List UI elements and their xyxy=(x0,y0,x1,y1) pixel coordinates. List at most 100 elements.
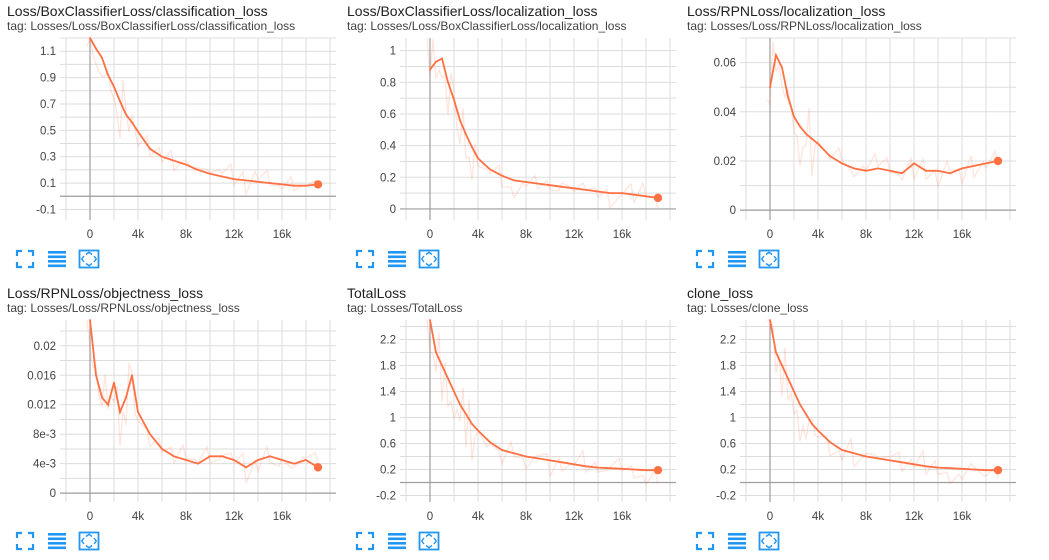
x-tick-label: 16k xyxy=(613,229,632,241)
fit-domain-button[interactable] xyxy=(418,248,440,270)
raw-series-line xyxy=(86,319,319,484)
line-chart[interactable]: 0 0.02 0.04 0.06 0 4k 8k 12k 16k xyxy=(680,36,1020,246)
chart-tag: tag: Losses/clone_loss xyxy=(687,301,809,315)
data-point xyxy=(453,390,455,393)
data-point xyxy=(805,413,807,416)
data-point xyxy=(441,364,443,367)
data-point xyxy=(107,403,109,406)
data-point xyxy=(853,167,855,170)
toggle-log-scale-button[interactable] xyxy=(386,530,408,552)
x-tick-label: 16k xyxy=(953,511,972,523)
data-point xyxy=(829,441,831,444)
data-point xyxy=(221,455,223,458)
fit-domain-button[interactable] xyxy=(78,248,100,270)
data-point xyxy=(233,459,235,461)
data-point xyxy=(769,319,771,321)
fit-domain-button[interactable] xyxy=(78,530,100,552)
data-point xyxy=(131,121,133,124)
raw-series-line xyxy=(767,319,999,485)
data-point xyxy=(209,455,211,458)
fullscreen-button[interactable] xyxy=(14,530,36,552)
fullscreen-icon xyxy=(14,530,36,552)
data-point xyxy=(197,462,199,465)
y-tick-label: 0.2 xyxy=(380,172,396,184)
data-point xyxy=(89,37,91,39)
fit-domain-button[interactable] xyxy=(758,248,780,270)
y-tick-label: 1.8 xyxy=(720,361,736,373)
chart-card-objectness-loss: Loss/RPNLoss/objectness_loss tag: Losses… xyxy=(0,282,340,560)
fit-domain-button[interactable] xyxy=(758,530,780,552)
chart-card-box-localization-loss: Loss/BoxClassifierLoss/localization_loss… xyxy=(340,0,680,278)
data-point xyxy=(799,403,801,406)
fullscreen-icon xyxy=(694,530,716,552)
line-chart[interactable]: 0 4e-3 8e-3 0.012 0.016 0.02 0 4k 8k 12k 16k xyxy=(0,318,340,528)
fullscreen-icon xyxy=(354,530,376,552)
chart-tag: tag: Losses/Loss/RPNLoss/objectness_loss xyxy=(7,301,240,315)
data-point xyxy=(489,168,491,171)
data-point xyxy=(913,463,915,466)
data-point xyxy=(961,467,963,470)
line-chart[interactable]: -0.2 0.2 0.6 1 1.4 1.8 2.2 0 4k 8k 12k 16k xyxy=(340,318,680,528)
chart-title: clone_loss xyxy=(687,285,754,301)
toggle-log-scale-button[interactable] xyxy=(386,248,408,270)
y-tick-label: 0.012 xyxy=(27,400,56,412)
y-tick-label: 0.8 xyxy=(380,77,396,89)
data-point xyxy=(513,452,515,455)
data-point xyxy=(95,47,97,50)
data-point xyxy=(585,465,587,468)
toggle-log-scale-icon xyxy=(46,248,68,270)
x-tick-label: 0 xyxy=(427,229,433,241)
toggle-log-scale-button[interactable] xyxy=(726,248,748,270)
data-point xyxy=(937,466,939,469)
fullscreen-button[interactable] xyxy=(694,248,716,270)
line-chart[interactable]: -0.2 0.2 0.6 1 1.4 1.8 2.2 0 4k 8k 12k 16k xyxy=(680,318,1020,528)
last-point-marker xyxy=(993,465,1003,475)
chart-card-rpn-localization-loss: Loss/RPNLoss/localization_loss tag: Loss… xyxy=(680,0,1020,278)
toggle-log-scale-button[interactable] xyxy=(46,248,68,270)
raw-series-line xyxy=(426,319,659,486)
data-point xyxy=(137,411,139,414)
y-tick-label: 0.016 xyxy=(27,370,56,382)
fit-domain-button[interactable] xyxy=(418,530,440,552)
y-tick-label: 1.1 xyxy=(40,46,56,58)
x-tick-label: 8k xyxy=(860,511,872,523)
data-point xyxy=(769,86,771,89)
data-point xyxy=(633,193,635,196)
data-point xyxy=(119,100,121,103)
fullscreen-button[interactable] xyxy=(14,248,36,270)
x-tick-label: 16k xyxy=(953,229,972,241)
data-point xyxy=(781,66,783,69)
data-point xyxy=(113,381,115,384)
data-point xyxy=(447,377,449,380)
fit-domain-icon xyxy=(758,248,780,270)
line-chart[interactable]: -0.1 0.1 0.3 0.5 0.7 0.9 1.1 0 4k 8k 12k 16k xyxy=(0,35,340,246)
data-point xyxy=(573,187,575,190)
fit-domain-icon xyxy=(78,248,100,270)
data-point xyxy=(597,190,599,193)
data-point xyxy=(973,468,975,471)
data-point xyxy=(447,81,449,84)
data-point xyxy=(961,167,963,170)
series-line xyxy=(769,319,998,472)
toggle-log-scale-icon xyxy=(386,530,408,552)
data-point xyxy=(775,54,777,57)
fullscreen-button[interactable] xyxy=(694,530,716,552)
toggle-log-scale-button[interactable] xyxy=(726,530,748,552)
y-tick-label: 0 xyxy=(390,204,396,216)
fullscreen-button[interactable] xyxy=(354,530,376,552)
data-point xyxy=(125,396,127,399)
data-point xyxy=(293,184,295,187)
chart-card-total-loss: TotalLoss tag: Losses/TotalLoss -0.2 0.2 0… xyxy=(340,282,680,560)
toggle-log-scale-button[interactable] xyxy=(46,530,68,552)
chart-title: Loss/RPNLoss/objectness_loss xyxy=(7,285,204,301)
chart-title: Loss/BoxClassifierLoss/classification_lo… xyxy=(7,3,268,19)
fullscreen-icon xyxy=(14,248,36,270)
line-chart[interactable]: 0 0.2 0.4 0.6 0.8 1 0 4k 8k 12k 16k xyxy=(340,36,680,246)
data-point xyxy=(937,169,939,172)
chart-title: Loss/BoxClassifierLoss/localization_loss xyxy=(347,3,598,19)
data-point xyxy=(125,113,127,116)
data-point xyxy=(633,468,635,471)
data-point xyxy=(865,169,867,172)
data-point xyxy=(465,413,467,416)
fullscreen-button[interactable] xyxy=(354,248,376,270)
